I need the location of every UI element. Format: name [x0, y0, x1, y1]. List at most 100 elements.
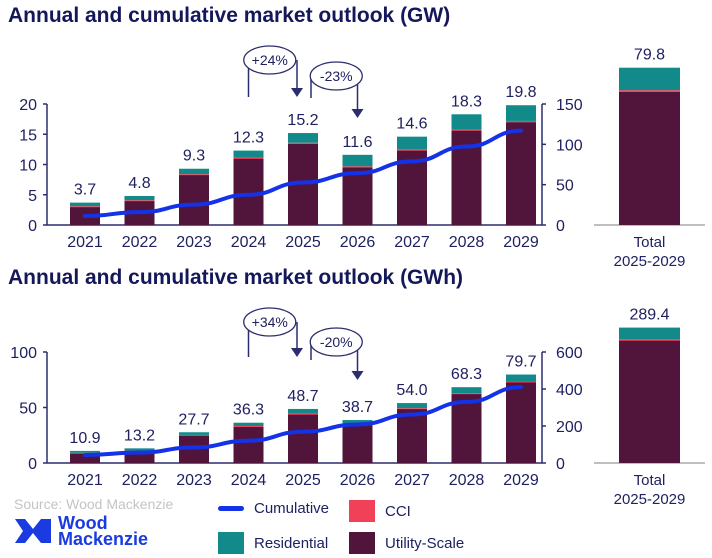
- y-tick-label-right: 200: [556, 419, 583, 436]
- bar-segment-utility: [288, 414, 318, 463]
- bar-segment-utility: [506, 381, 536, 463]
- legend-label-cumulative: Cumulative: [254, 500, 330, 517]
- legend-label-utility: Utility-Scale: [385, 534, 465, 552]
- bar-segment-utility: [179, 174, 209, 225]
- legend-swatch-cci: [349, 500, 375, 522]
- bar-segment-residential: [179, 168, 209, 175]
- y-tick-label-left: 5: [28, 188, 37, 205]
- total-category-line1: Total: [634, 472, 666, 489]
- bar-segment-cci: [179, 174, 209, 176]
- total-segment-cci: [619, 90, 680, 92]
- bar-segment-residential: [179, 432, 209, 435]
- bar-value-label: 9.3: [183, 148, 205, 165]
- x-tick-label: 2028: [449, 234, 485, 251]
- y-tick-label-right: 400: [556, 382, 583, 399]
- annotation-arrowhead: [351, 109, 364, 118]
- chart-title-gwh: Annual and cumulative market outlook (GW…: [8, 266, 464, 289]
- bar-segment-residential: [397, 403, 427, 409]
- x-tick-label: 2029: [503, 234, 539, 251]
- bar-segment-cci: [179, 434, 209, 436]
- x-tick-label: 2025: [285, 234, 321, 251]
- bar-segment-cci: [397, 408, 427, 410]
- annotation-arrowhead: [351, 371, 364, 380]
- x-tick-label: 2024: [231, 472, 267, 489]
- bar-segment-cci: [233, 426, 264, 428]
- total-value-label: 79.8: [634, 47, 665, 64]
- y-tick-label-left: 0: [28, 218, 37, 235]
- bar-value-label: 54.0: [396, 382, 427, 399]
- bar-value-label: 68.3: [451, 366, 482, 383]
- bar-value-label: 38.7: [342, 399, 373, 416]
- y-tick-label-right: 50: [556, 178, 574, 195]
- bar-segment-cci: [342, 166, 373, 168]
- bar-value-label: 48.7: [287, 388, 318, 405]
- bar-segment-utility: [506, 122, 536, 225]
- bar-segment-residential: [506, 374, 536, 382]
- x-tick-label: 2023: [176, 234, 212, 251]
- bar-segment-residential: [233, 422, 264, 427]
- total-value-label: 289.4: [629, 307, 669, 324]
- logo-mark-icon: [15, 519, 51, 543]
- x-tick-label: 2021: [67, 472, 103, 489]
- bar-segment-utility: [233, 426, 264, 463]
- annotation-arrowhead: [291, 88, 303, 97]
- x-tick-label: 2023: [176, 472, 212, 489]
- annotation-bubble: [309, 327, 363, 357]
- bar-value-label: 15.2: [287, 112, 318, 129]
- x-tick-label: 2025: [285, 472, 321, 489]
- legend-line-swatch: [218, 506, 244, 511]
- bar-segment-utility: [342, 424, 373, 463]
- source-note: Source: Wood Mackenzie: [14, 496, 174, 512]
- bar-segment-residential: [70, 202, 100, 207]
- total-segment-residential: [619, 327, 680, 340]
- annotation-label: +34%: [252, 314, 288, 330]
- bar-value-label: 14.6: [396, 116, 427, 133]
- legend-item-cumulative: Cumulative: [218, 500, 329, 517]
- x-tick-label: 2021: [67, 234, 103, 251]
- x-tick-label: 2024: [231, 234, 267, 251]
- x-tick-label: 2026: [340, 234, 376, 251]
- bar-segment-cci: [506, 120, 536, 123]
- annotation-label: -20%: [320, 334, 353, 350]
- bar-segment-utility: [70, 453, 100, 463]
- total-category-line1: Total: [634, 234, 666, 251]
- legend-item-residential: Residential: [218, 532, 328, 554]
- y-tick-label-right: 600: [556, 345, 583, 362]
- y-tick-label-left: 10: [19, 158, 37, 175]
- x-tick-label: 2027: [394, 234, 430, 251]
- legend-label-residential: Residential: [254, 534, 329, 552]
- bar-segment-cci: [451, 129, 482, 131]
- bar-segment-cci: [70, 206, 100, 208]
- bar-segment-residential: [124, 195, 155, 201]
- chart-title-gw: Annual and cumulative market outlook (GW…: [8, 4, 451, 27]
- bar-value-label: 36.3: [233, 402, 264, 419]
- total-segment-residential: [619, 67, 680, 91]
- x-tick-label: 2022: [122, 472, 158, 489]
- annotation-arrowhead: [291, 348, 303, 357]
- bar-segment-residential: [70, 450, 100, 453]
- bar-value-label: 19.8: [505, 84, 536, 101]
- annotation-label: -23%: [320, 68, 353, 84]
- bar-value-label: 10.9: [69, 430, 100, 447]
- bar-segment-cci: [124, 200, 155, 202]
- legend-swatch-residential: [218, 532, 244, 554]
- legend-swatch-utility: [349, 532, 375, 554]
- bar-segment-utility: [397, 408, 427, 463]
- x-tick-label: 2029: [503, 472, 539, 489]
- bar-segment-cci: [506, 381, 536, 383]
- annotation-label: +24%: [252, 52, 288, 68]
- bar-segment-residential: [342, 154, 373, 167]
- bar-segment-residential: [397, 136, 427, 150]
- bar-segment-cci: [397, 149, 427, 151]
- y-tick-label-left: 20: [19, 97, 37, 114]
- bar-segment-residential: [451, 114, 482, 130]
- logo-line-1: Wood: [58, 513, 108, 533]
- bar-value-label: 12.3: [233, 130, 264, 147]
- bar-value-label: 79.7: [505, 354, 536, 371]
- total-segment-utility: [619, 340, 680, 463]
- bar-value-label: 4.8: [128, 175, 150, 192]
- cumulative-line: [83, 128, 523, 219]
- bar-value-label: 11.6: [343, 134, 373, 151]
- wood-mackenzie-logo: Wood Mackenzie: [14, 513, 148, 548]
- x-tick-label: 2022: [122, 234, 158, 251]
